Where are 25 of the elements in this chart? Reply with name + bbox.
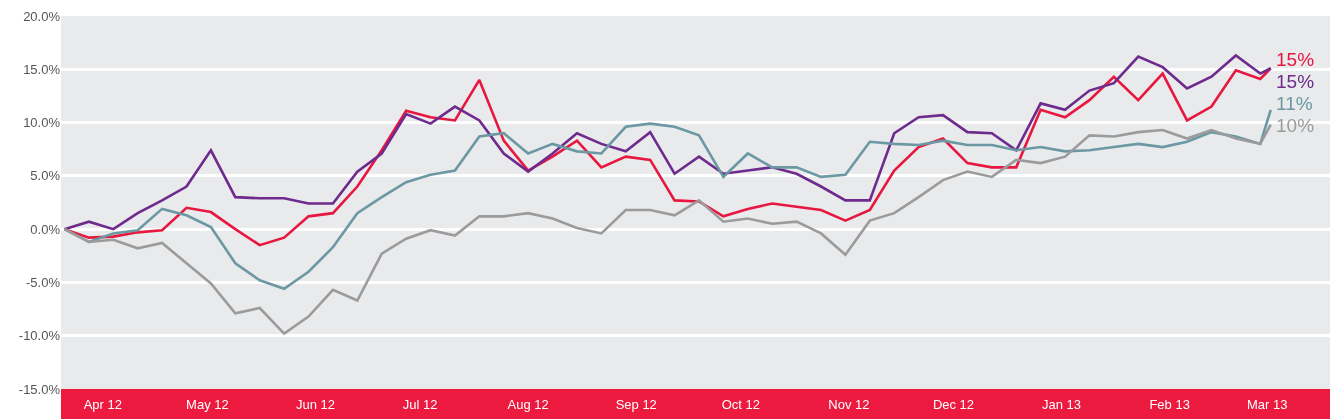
y-tick-label: 20.0% (23, 8, 61, 24)
x-tick-label: Aug 12 (507, 397, 549, 412)
x-tick-label: Sep 12 (615, 397, 657, 412)
x-tick-label: Jan 13 (1042, 397, 1082, 412)
x-tick-label: Oct 12 (721, 397, 760, 412)
annotation: 10% (1276, 115, 1315, 136)
x-tick-label: Nov 12 (828, 397, 870, 412)
x-tick-label: May 12 (186, 397, 229, 412)
line-series (63, 123, 1273, 335)
y-tick-label: -10.0% (18, 328, 61, 344)
y-tick-label: -5.0% (26, 274, 61, 290)
y-tick-label: 5.0% (30, 168, 61, 184)
y-tick-label: -15.0% (18, 381, 61, 397)
x-tick-label: Jul 12 (402, 397, 438, 412)
x-tick-label: Apr 12 (83, 397, 122, 412)
x-tick-label: Jun 12 (295, 397, 336, 412)
annotation: 15% (1276, 71, 1315, 92)
x-tick-label: Mar 13 (1247, 397, 1288, 412)
annotation: 11% (1276, 93, 1313, 114)
annotation: 15% (1276, 49, 1315, 70)
x-tick-label: Feb 13 (1149, 397, 1190, 412)
y-tick-label: 15.0% (23, 61, 61, 77)
y-tick-label: 10.0% (23, 115, 61, 131)
x-tick-label: Dec 12 (932, 397, 975, 412)
y-tick-label: 0.0% (30, 221, 61, 237)
